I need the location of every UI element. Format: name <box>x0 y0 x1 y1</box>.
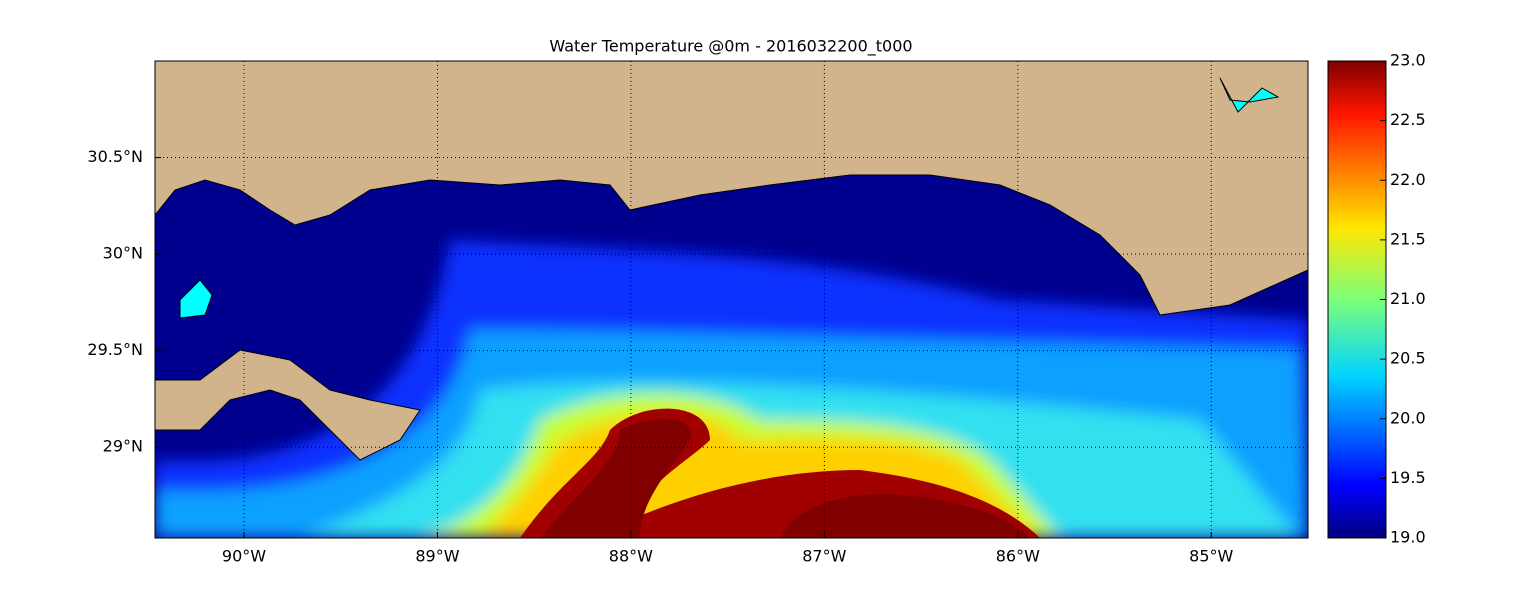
y-tick-label: 30.5°N <box>87 147 143 166</box>
colorbar-tick-label: 19.0 <box>1390 528 1426 547</box>
x-tick-label: 85°W <box>1189 547 1233 566</box>
grid <box>155 61 1308 538</box>
y-tick-label: 29.5°N <box>87 340 143 359</box>
colorbar-tick-label: 21.5 <box>1390 229 1426 248</box>
coastline <box>154 174 1309 316</box>
colorbar-tick-label: 19.5 <box>1390 468 1426 487</box>
x-tick-label: 86°W <box>996 547 1040 566</box>
colorbar-tick-label: 20.0 <box>1390 408 1426 427</box>
map-frame <box>154 60 1309 539</box>
colorbar <box>1327 60 1387 539</box>
colorbar-tick-label: 23.0 <box>1390 51 1426 70</box>
colorbar-tick-label: 20.5 <box>1390 349 1426 368</box>
lake <box>1219 77 1280 113</box>
x-tick-label: 88°W <box>609 547 653 566</box>
colorbar-tick-label: 22.5 <box>1390 110 1426 129</box>
x-tick-label: 90°W <box>222 547 266 566</box>
x-tick-label: 87°W <box>802 547 846 566</box>
delta-land <box>154 349 421 461</box>
y-tick-label: 30°N <box>103 244 143 263</box>
y-tick-label: 29°N <box>103 437 143 456</box>
lake <box>179 279 213 319</box>
map-title: Water Temperature @0m - 2016032200_t000 <box>549 37 912 57</box>
colorbar-tick-label: 22.0 <box>1390 170 1426 189</box>
colorbar-tick-label: 21.0 <box>1390 289 1426 308</box>
x-tick-label: 89°W <box>415 547 459 566</box>
